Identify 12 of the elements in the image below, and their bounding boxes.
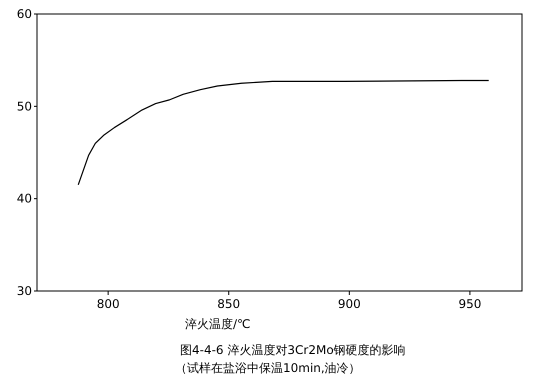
x-axis-title: 淬火温度/℃ (185, 317, 251, 331)
x-tick-label: 900 (338, 297, 361, 311)
y-tick-label: 60 (16, 7, 32, 21)
line-series (78, 80, 490, 186)
y-tick-label: 30 (16, 284, 32, 298)
y-tick-label: 50 (16, 99, 32, 114)
x-tick-label: 800 (96, 297, 120, 311)
text: （试样在盐浴中保温10min,油冷） (175, 361, 361, 375)
text: 图4-4-6 淬火温度对3Cr2Mo钢硬度的影响 (180, 343, 406, 357)
x-tick-label: 850 (217, 297, 240, 311)
y-tick-label: 40 (16, 192, 32, 206)
x-tick-label: 950 (458, 297, 482, 311)
